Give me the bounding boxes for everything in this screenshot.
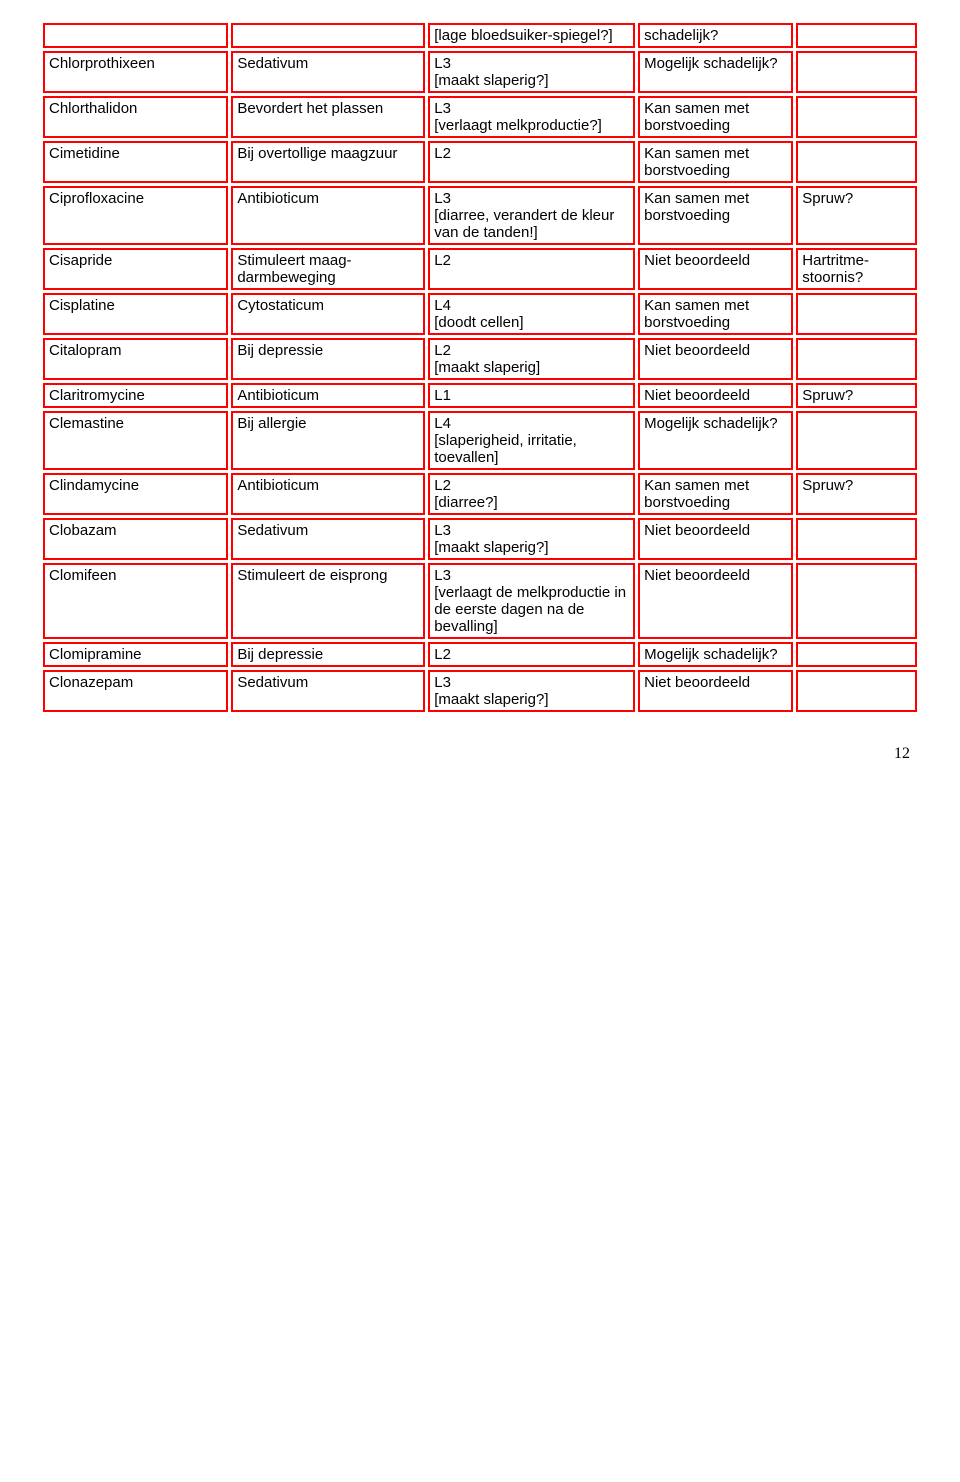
table-cell: L3[maakt slaperig?] — [428, 51, 635, 93]
table-cell: L3[diarree, verandert de kleur van de ta… — [428, 186, 635, 245]
table-cell — [796, 338, 917, 380]
table-cell: Claritromycine — [43, 383, 228, 408]
table-cell: Clomifeen — [43, 563, 228, 639]
table-cell — [796, 411, 917, 470]
table-cell: L3[verlaagt melkproductie?] — [428, 96, 635, 138]
table-cell: Sedativum — [231, 51, 425, 93]
table-cell: Clindamycine — [43, 473, 228, 515]
table-cell: L4[slaperigheid, irritatie, toevallen] — [428, 411, 635, 470]
table-cell: Niet beoordeeld — [638, 383, 793, 408]
table-cell: Cimetidine — [43, 141, 228, 183]
table-cell: Cytostaticum — [231, 293, 425, 335]
table-cell: Chlorprothixeen — [43, 51, 228, 93]
table-row: [lage bloedsuiker-spiegel?]schadelijk? — [43, 23, 917, 48]
table-cell: Niet beoordeeld — [638, 248, 793, 290]
table-cell — [796, 51, 917, 93]
table-row: CiprofloxacineAntibioticumL3[diarree, ve… — [43, 186, 917, 245]
table-cell: L2[diarree?] — [428, 473, 635, 515]
table-cell: L3[maakt slaperig?] — [428, 670, 635, 712]
table-cell: Bij overtollige maagzuur — [231, 141, 425, 183]
table-cell — [796, 518, 917, 560]
table-row: ClobazamSedativumL3[maakt slaperig?]Niet… — [43, 518, 917, 560]
table-cell: Citalopram — [43, 338, 228, 380]
table-row: ClomifeenStimuleert de eisprongL3[verlaa… — [43, 563, 917, 639]
table-row: CisplatineCytostaticumL4[doodt cellen]Ka… — [43, 293, 917, 335]
table-row: ClonazepamSedativumL3[maakt slaperig?]Ni… — [43, 670, 917, 712]
table-cell: Ciprofloxacine — [43, 186, 228, 245]
table-cell: Kan samen met borstvoeding — [638, 293, 793, 335]
table-cell: Clemastine — [43, 411, 228, 470]
table-cell — [796, 563, 917, 639]
table-cell: Mogelijk schadelijk? — [638, 51, 793, 93]
table-cell: Niet beoordeeld — [638, 563, 793, 639]
table-cell — [796, 96, 917, 138]
table-cell: Sedativum — [231, 518, 425, 560]
table-row: CitalopramBij depressieL2[maakt slaperig… — [43, 338, 917, 380]
table-cell — [231, 23, 425, 48]
table-row: ClemastineBij allergieL4[slaperigheid, i… — [43, 411, 917, 470]
table-cell: L3[maakt slaperig?] — [428, 518, 635, 560]
table-cell: Antibioticum — [231, 186, 425, 245]
table-cell — [796, 642, 917, 667]
table-cell: Bij depressie — [231, 642, 425, 667]
table-cell — [796, 670, 917, 712]
table-cell — [796, 293, 917, 335]
table-row: ClaritromycineAntibioticumL1Niet beoorde… — [43, 383, 917, 408]
table-cell: Mogelijk schadelijk? — [638, 642, 793, 667]
medication-table: [lage bloedsuiker-spiegel?]schadelijk? C… — [40, 20, 920, 715]
table-cell: L4[doodt cellen] — [428, 293, 635, 335]
table-cell: Clomipramine — [43, 642, 228, 667]
table-cell: Kan samen met borstvoeding — [638, 186, 793, 245]
table-cell: Niet beoordeeld — [638, 338, 793, 380]
table-cell: Spruw? — [796, 473, 917, 515]
table-cell: L3[verlaagt de melkproductie in de eerst… — [428, 563, 635, 639]
table-cell: Clobazam — [43, 518, 228, 560]
table-cell: Clonazepam — [43, 670, 228, 712]
table-cell: [lage bloedsuiker-spiegel?] — [428, 23, 635, 48]
table-row: ClomipramineBij depressieL2Mogelijk scha… — [43, 642, 917, 667]
table-row: ChlorprothixeenSedativumL3[maakt slaperi… — [43, 51, 917, 93]
table-cell: Kan samen met borstvoeding — [638, 96, 793, 138]
table-cell: Kan samen met borstvoeding — [638, 141, 793, 183]
table-row: ChlorthalidonBevordert het plassenL3[ver… — [43, 96, 917, 138]
table-cell: Hartritme-stoornis? — [796, 248, 917, 290]
table-cell: L1 — [428, 383, 635, 408]
table-cell: Spruw? — [796, 383, 917, 408]
table-cell: L2[maakt slaperig] — [428, 338, 635, 380]
table-cell: Mogelijk schadelijk? — [638, 411, 793, 470]
table-row: CisaprideStimuleert maag-darmbewegingL2N… — [43, 248, 917, 290]
table-cell: L2 — [428, 141, 635, 183]
table-row: CimetidineBij overtollige maagzuurL2Kan … — [43, 141, 917, 183]
table-cell: Chlorthalidon — [43, 96, 228, 138]
table-cell: Cisapride — [43, 248, 228, 290]
table-cell: Bij depressie — [231, 338, 425, 380]
table-cell: Sedativum — [231, 670, 425, 712]
table-cell: Bevordert het plassen — [231, 96, 425, 138]
table-cell: Antibioticum — [231, 383, 425, 408]
table-cell: Bij allergie — [231, 411, 425, 470]
table-cell: Kan samen met borstvoeding — [638, 473, 793, 515]
table-cell: schadelijk? — [638, 23, 793, 48]
table-cell: Spruw? — [796, 186, 917, 245]
table-cell — [43, 23, 228, 48]
table-cell: L2 — [428, 642, 635, 667]
table-cell: Stimuleert maag-darmbeweging — [231, 248, 425, 290]
table-cell — [796, 23, 917, 48]
table-cell: Niet beoordeeld — [638, 670, 793, 712]
table-cell — [796, 141, 917, 183]
table-cell: Stimuleert de eisprong — [231, 563, 425, 639]
table-row: ClindamycineAntibioticumL2[diarree?]Kan … — [43, 473, 917, 515]
page-number: 12 — [40, 745, 910, 763]
table-cell: Niet beoordeeld — [638, 518, 793, 560]
table-cell: L2 — [428, 248, 635, 290]
table-cell: Cisplatine — [43, 293, 228, 335]
table-cell: Antibioticum — [231, 473, 425, 515]
